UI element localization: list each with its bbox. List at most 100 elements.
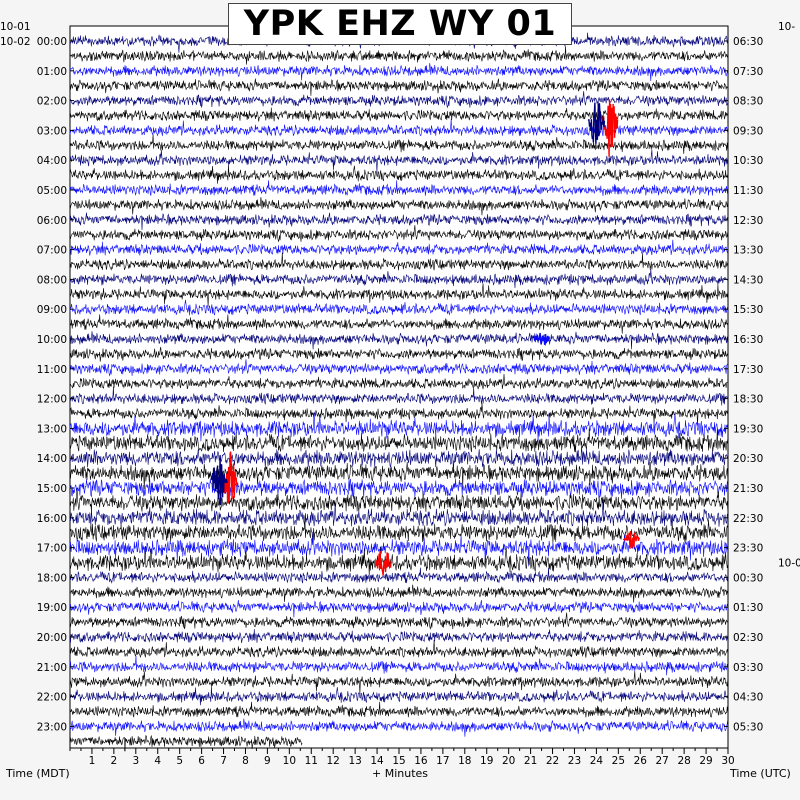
left-time-axis: 10-01 10-02 00:00 01:00 02:00 03:00 04:00 05:00…: [0, 21, 74, 733]
right-date-label: 10-0: [778, 558, 800, 570]
x-tick-label: 29: [699, 755, 712, 767]
trace-line: [69, 283, 729, 307]
left-time-label: 16:00: [37, 513, 67, 525]
trace-line: [69, 718, 729, 737]
right-time-label: 10:30: [733, 155, 763, 167]
trace-line: [69, 686, 729, 706]
trace-line: [69, 629, 729, 644]
x-tick-label: 3: [132, 755, 139, 767]
right-time-label: 16:30: [733, 334, 763, 346]
trace-line: [69, 331, 729, 350]
x-tick-label: 9: [264, 755, 271, 767]
x-tick-label: 22: [546, 755, 559, 767]
trace-line: [69, 252, 729, 271]
right-time-label: 12:30: [733, 215, 763, 227]
x-tick-label: 11: [305, 755, 318, 767]
x-tick-label: 4: [154, 755, 161, 767]
event-trace: [587, 102, 606, 144]
x-tick-label: 20: [502, 755, 515, 767]
trace-line: [69, 107, 729, 122]
right-time-label: 09:30: [733, 125, 763, 137]
trace-line: [69, 299, 729, 316]
right-time-label: 13:30: [733, 245, 763, 257]
trace-line: [69, 670, 729, 694]
trace-line: [69, 599, 729, 618]
x-tick-label: 1: [89, 755, 96, 767]
chart-title: YPK EHZ WY 01: [228, 3, 572, 45]
trace-line: [69, 567, 729, 584]
right-time-label: 18:30: [733, 394, 763, 406]
x-tick-label: 30: [721, 755, 734, 767]
event-trace: [533, 332, 551, 346]
right-axis-label: Time (UTC): [729, 767, 791, 780]
trace-line: [69, 584, 729, 603]
left-time-label: 00:00: [37, 36, 67, 48]
left-time-label: 23:00: [37, 721, 67, 733]
trace-line: [69, 346, 729, 362]
left-time-label: 03:00: [37, 125, 67, 137]
left-time-label: 02:00: [37, 96, 67, 108]
trace-line: [69, 239, 729, 256]
right-time-axis: 10- 10-0 06:30 07:30 08:30 09:30 10:30 11:30 12:…: [724, 21, 800, 733]
right-time-label: 15:30: [733, 304, 763, 316]
x-tick-label: 26: [634, 755, 648, 767]
x-tick-label: 18: [458, 755, 471, 767]
seismic-traces: [69, 32, 729, 752]
event-markers: [210, 99, 641, 576]
x-tick-label: 27: [656, 755, 669, 767]
left-time-label: 09:00: [37, 304, 67, 316]
trace-line: [69, 359, 728, 377]
trace-line: [69, 478, 729, 499]
right-date-label: 10-: [778, 21, 795, 33]
left-time-label: 07:00: [37, 245, 67, 257]
left-time-label: 05:00: [37, 185, 67, 197]
x-tick-label: 15: [392, 755, 405, 767]
x-tick-label: 17: [436, 755, 449, 767]
left-time-label: 06:00: [37, 215, 67, 227]
left-time-label: 21:00: [37, 662, 67, 674]
trace-line: [69, 386, 729, 406]
trace-line: [69, 269, 729, 289]
x-tick-label: 12: [327, 755, 340, 767]
trace-line: [69, 149, 729, 173]
left-time-label: 10:00: [37, 334, 67, 346]
trace-line: [69, 488, 729, 513]
x-tick-label: 21: [524, 755, 537, 767]
right-time-label: 08:30: [733, 96, 763, 108]
right-time-label: 17:30: [733, 364, 763, 376]
trace-line: [69, 180, 729, 196]
right-time-label: 07:30: [733, 66, 763, 78]
x-tick-label: 19: [480, 755, 493, 767]
right-time-label: 23:30: [733, 543, 763, 555]
trace-line: [69, 134, 729, 154]
trace-line: [69, 411, 729, 442]
trace-line: [69, 612, 728, 630]
trace-line: [69, 225, 729, 243]
trace-line: [69, 164, 729, 184]
trace-line: [69, 701, 729, 718]
left-time-label: 19:00: [37, 602, 67, 614]
trace-line: [69, 403, 729, 426]
left-time-label: 14:00: [37, 453, 67, 465]
left-time-label: 11:00: [37, 364, 67, 376]
minutes-axis: 1 2 3 4 5 6 7 8 9 10 11 12 13 14 15 16 17 18 19 20 21 22 23 24 2…: [69, 748, 735, 767]
event-trace: [210, 455, 228, 506]
x-tick-label: 28: [677, 755, 690, 767]
x-tick-label: 8: [242, 755, 249, 767]
left-time-label: 15:00: [37, 483, 67, 495]
event-trace: [374, 550, 393, 576]
right-time-label: 14:30: [733, 274, 763, 286]
trace-line: [69, 499, 729, 527]
x-tick-label: 2: [111, 755, 118, 767]
trace-line: [69, 545, 729, 576]
right-time-label: 06:30: [733, 36, 763, 48]
left-time-label: 17:00: [37, 543, 67, 555]
x-tick-label: 6: [198, 755, 205, 767]
trace-line: [69, 197, 729, 216]
event-trace: [622, 530, 641, 549]
left-time-label: 04:00: [37, 155, 67, 167]
trace-line: [69, 118, 729, 137]
event-trace: [601, 99, 619, 157]
left-time-label: 12:00: [37, 394, 67, 406]
